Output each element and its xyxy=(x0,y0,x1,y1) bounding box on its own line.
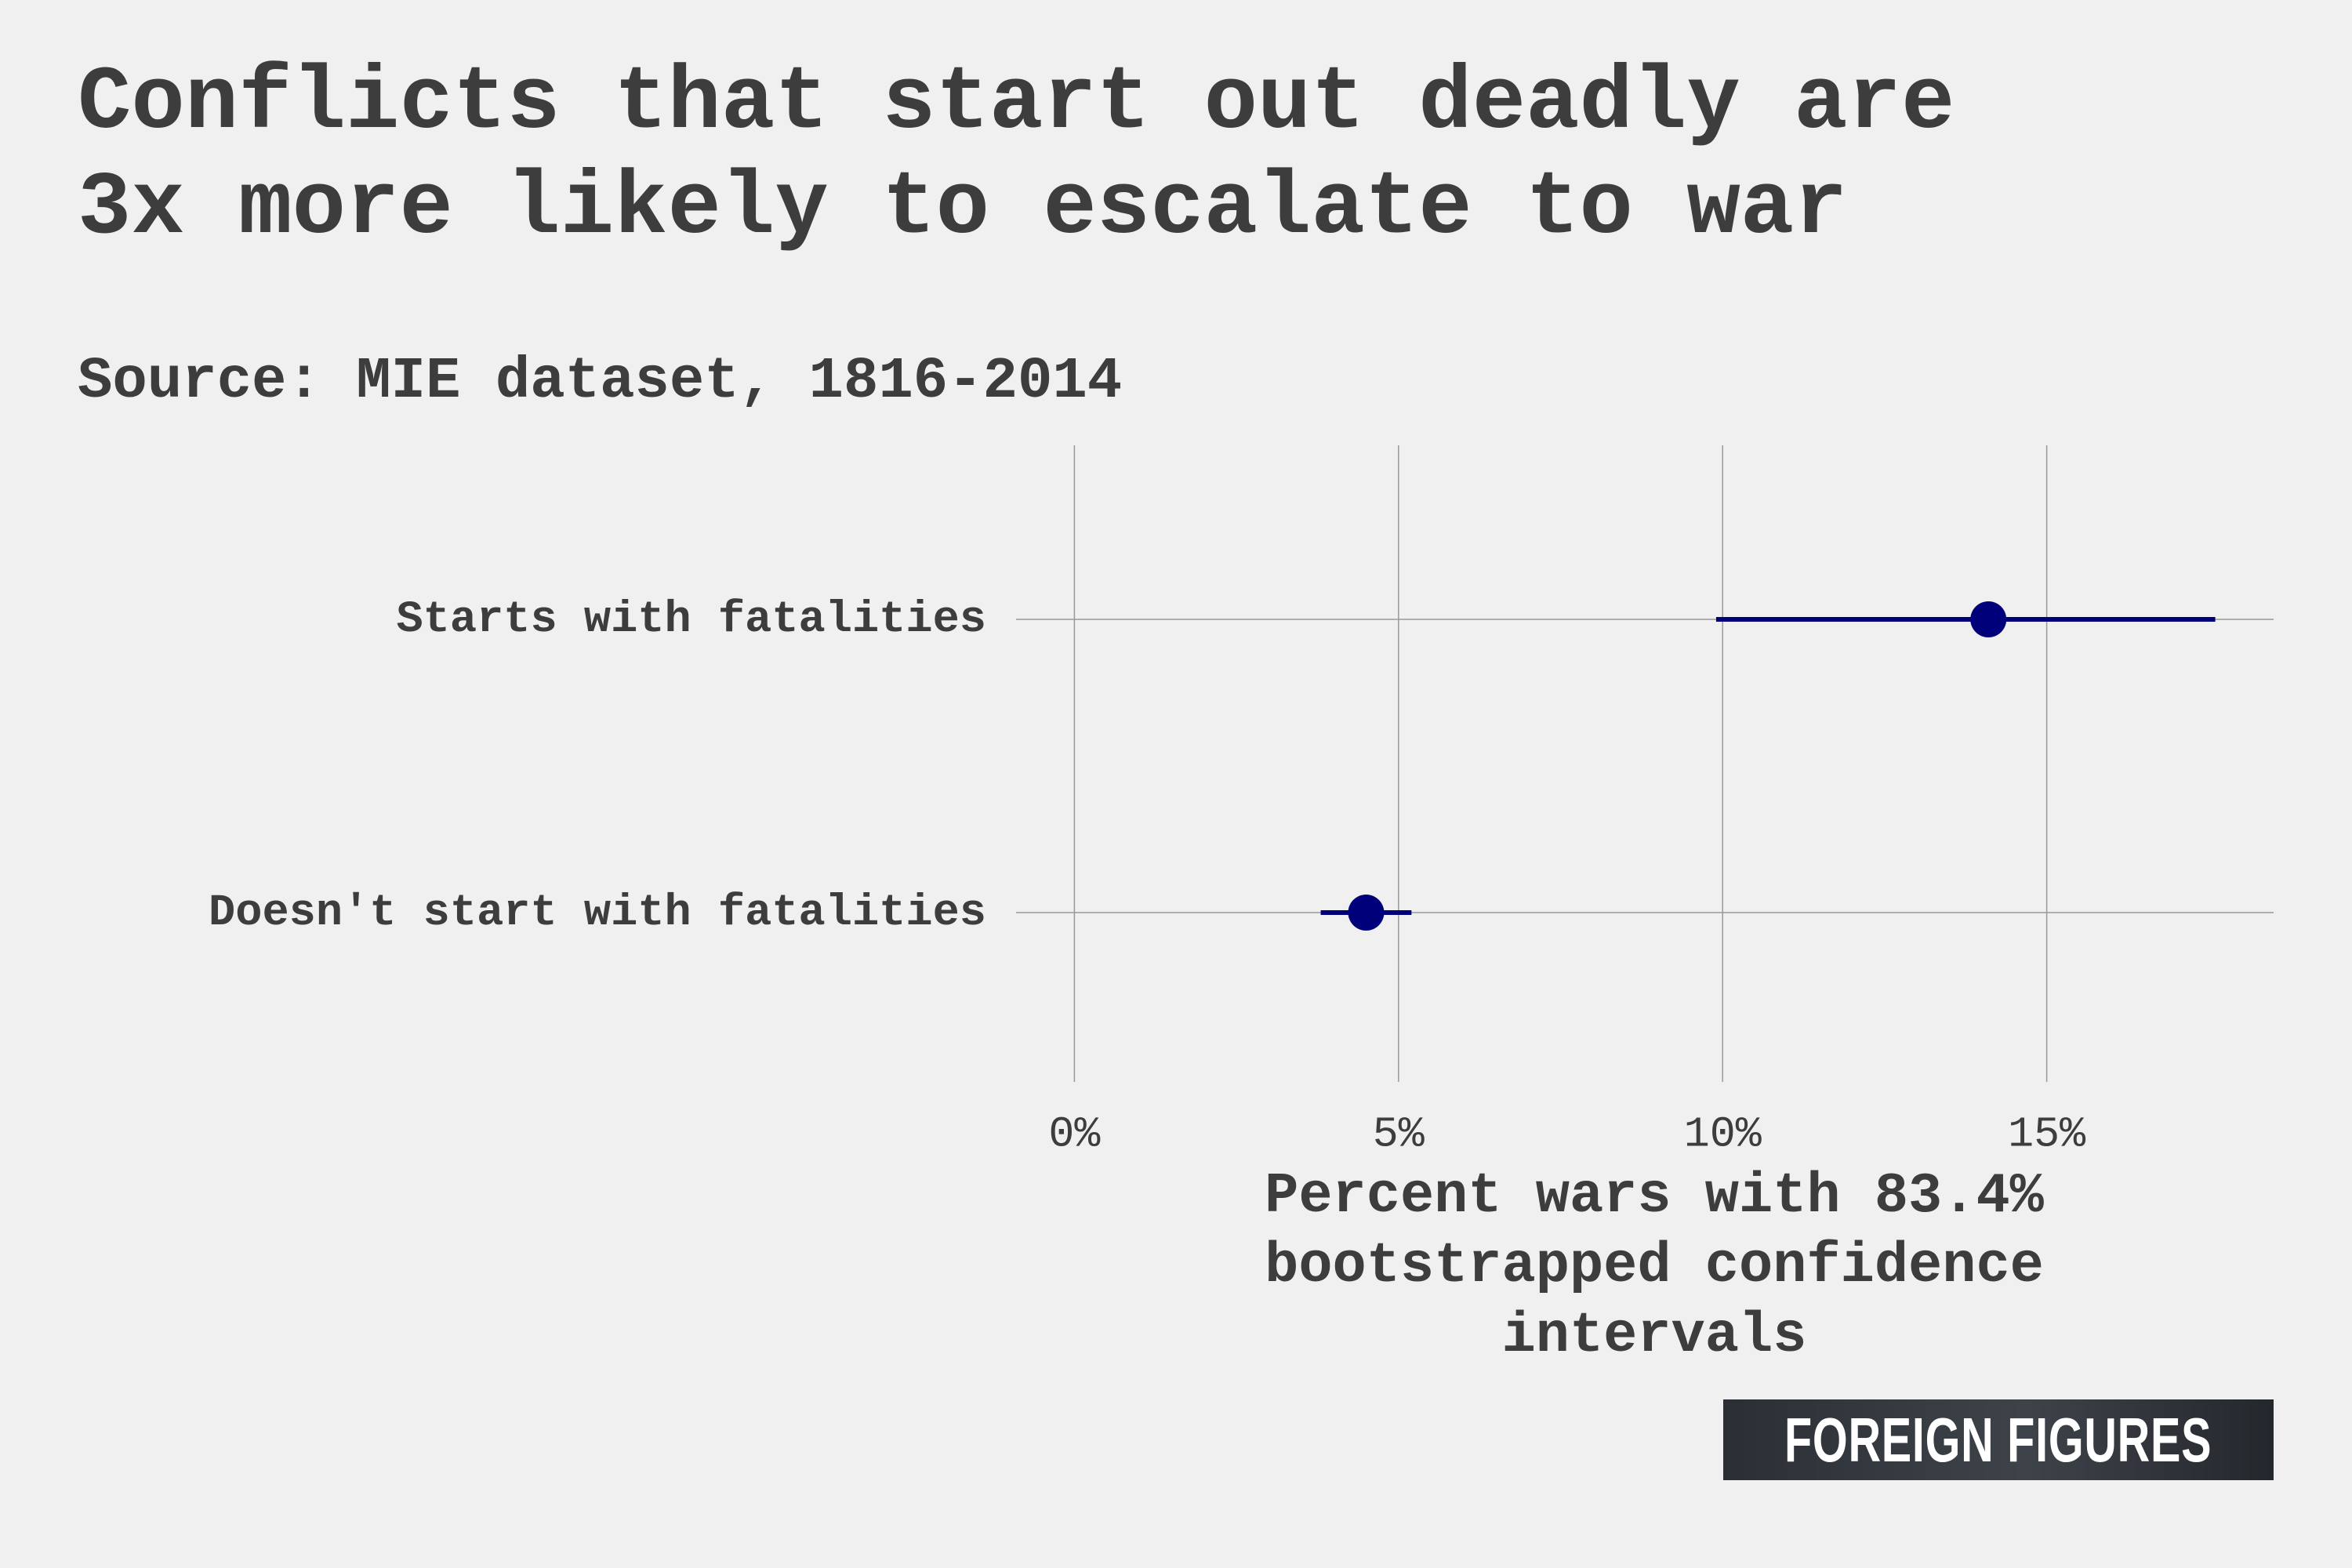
x-tick-label: 5% xyxy=(1373,1110,1425,1160)
x-tick-label: 0% xyxy=(1048,1110,1101,1160)
category-label: Starts with fatalities xyxy=(396,595,986,645)
chart-title-line-2: 3x more likely to escalate to war xyxy=(78,158,1848,260)
x-axis-title-line: Percent wars with 83.4% xyxy=(1265,1164,2045,1229)
x-tick-label: 10% xyxy=(1684,1110,1762,1160)
chart-title: Conflicts that start out deadly are 3x m… xyxy=(78,52,2273,262)
x-axis-title-line: intervals xyxy=(1502,1304,1807,1368)
brand-logo-text: FOREIGN FIGURES xyxy=(1784,1404,2212,1475)
data-point xyxy=(1348,895,1385,931)
category-label: Doesn't start with fatalities xyxy=(209,888,986,938)
x-axis-title-line: bootstrapped confidence xyxy=(1265,1234,2044,1298)
chart-title-line-1: Conflicts that start out deadly are xyxy=(78,53,1955,154)
x-tick-label: 15% xyxy=(2008,1110,2086,1160)
brand-logo: FOREIGN FIGURES xyxy=(1723,1399,2274,1480)
chart-subtitle: Source: MIE dataset, 1816-2014 xyxy=(78,349,1123,415)
data-point xyxy=(1970,601,2007,637)
